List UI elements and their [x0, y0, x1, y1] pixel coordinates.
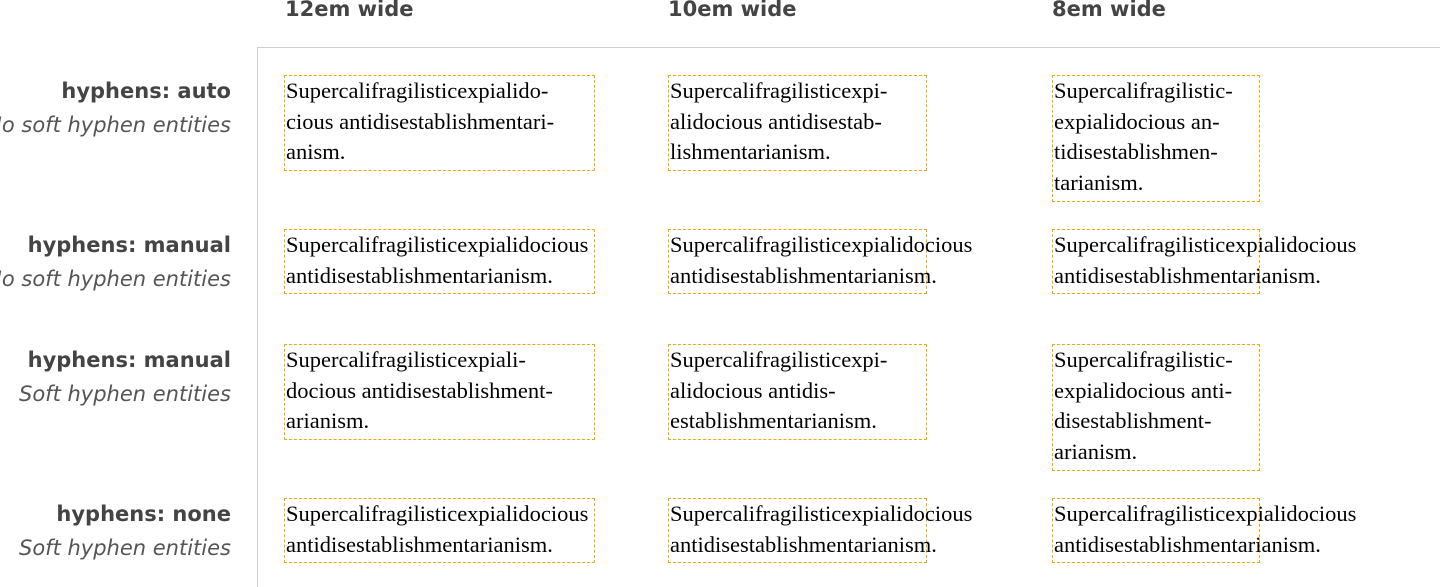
sample-line: Supercalifragilisticexpialidocious: [670, 232, 973, 257]
sample-line: Supercalifragilisticexpialidocious: [1054, 501, 1357, 526]
sample-line: lishmentarianism.: [670, 139, 831, 164]
sample-line: antidisestablishmentarianism.: [670, 531, 937, 557]
row-note: No soft hyphen entities: [0, 267, 231, 291]
sample-line: alidocious antidis-: [670, 377, 836, 403]
sample-line: Supercalifragilisticexpialidocious: [286, 501, 589, 526]
row-label-manual-shy: hyphens: manual Soft hyphen entities: [19, 343, 231, 411]
sample-line: Supercalifragilisticexpialidocious: [1054, 232, 1357, 257]
sample-line: arianism.: [1054, 438, 1138, 464]
sample-box-manual-noshy-8em: Supercalifragilisticexpialidocious antid…: [1052, 229, 1357, 294]
sample-box-none-8em: Supercalifragilisticexpialidocious antid…: [1052, 498, 1357, 563]
column-header-10em: 10em wide: [668, 0, 797, 21]
sample-line: Supercalifragilisticexpiali-: [286, 347, 526, 372]
sample-box-manual-shy-12em: Supercalifragilisticexpiali- docious ant…: [284, 344, 595, 440]
column-header-12em: 12em wide: [285, 0, 414, 21]
sample-line: antidisestablishmentarianism.: [1054, 531, 1321, 557]
sample-box-auto-8em: Supercalifragilistic- expialidocious an-…: [1052, 75, 1260, 202]
row-property: hyphens: manual: [27, 348, 231, 372]
sample-line: antidisestablishmentarianism.: [286, 531, 553, 557]
sample-box-auto-10em: Supercalifragilisticexpi- alidocious ant…: [668, 75, 927, 171]
row-label-none: hyphens: none Soft hyphen entities: [19, 497, 231, 565]
row-note: Soft hyphen entities: [19, 536, 231, 560]
sample-box-none-12em: Supercalifragilisticexpialidocious antid…: [284, 498, 595, 563]
sample-line: cious antidisestablishmentari-: [286, 108, 555, 134]
sample-line: arianism.: [286, 408, 370, 433]
sample-line: Supercalifragilisticexpialidocious: [670, 501, 973, 526]
sample-line: anism.: [286, 139, 346, 164]
row-property: hyphens: none: [56, 502, 231, 526]
row-label-manual-no-shy: hyphens: manual No soft hyphen entities: [0, 228, 231, 296]
sample-line: antidisestablishmentarianism.: [1054, 262, 1321, 288]
sample-line: antidisestablishmentarianism.: [670, 262, 937, 288]
sample-box-none-10em: Supercalifragilisticexpialidocious antid…: [668, 498, 973, 563]
sample-box-auto-12em: Supercalifragilisticexpialido- cious ant…: [284, 75, 595, 171]
row-note: No soft hyphen entities: [0, 113, 231, 137]
sample-box-manual-shy-10em: Supercalifragilisticexpi- alidocious ant…: [668, 344, 927, 440]
sample-box-manual-noshy-12em: Supercalifragilisticexpialidocious antid…: [284, 229, 595, 294]
sample-line: docious antidisestablishment-: [286, 377, 553, 403]
table-top-rule: [257, 47, 1440, 48]
sample-line: Supercalifragilistic-: [1054, 78, 1233, 103]
sample-line: Supercalifragilisticexpialido-: [286, 78, 549, 103]
sample-line: tidisestablishmen-: [1054, 139, 1218, 164]
sample-line: Supercalifragilisticexpi-: [670, 78, 888, 103]
sample-line: expialidocious anti-: [1054, 377, 1233, 403]
table-left-rule: [257, 47, 258, 587]
row-property: hyphens: manual: [27, 233, 231, 257]
sample-line: establishmentarianism.: [670, 408, 877, 433]
column-header-8em: 8em wide: [1052, 0, 1166, 21]
sample-line: disestablishment-: [1054, 408, 1212, 433]
sample-line: Supercalifragilistic-: [1054, 347, 1233, 372]
row-property: hyphens: auto: [61, 79, 231, 103]
sample-line: antidisestablishmentarianism.: [286, 262, 553, 288]
sample-line: expialidocious an-: [1054, 108, 1220, 134]
sample-box-manual-shy-8em: Supercalifragilistic- expialidocious ant…: [1052, 344, 1260, 471]
sample-line: tarianism.: [1054, 169, 1144, 195]
sample-line: Supercalifragilisticexpialidocious: [286, 232, 589, 257]
sample-line: Supercalifragilisticexpi-: [670, 347, 888, 372]
row-note: Soft hyphen entities: [19, 382, 231, 406]
sample-box-manual-noshy-10em: Supercalifragilisticexpialidocious antid…: [668, 229, 973, 294]
row-label-auto: hyphens: auto No soft hyphen entities: [0, 74, 231, 142]
sample-line: alidocious antidisestab-: [670, 108, 882, 134]
